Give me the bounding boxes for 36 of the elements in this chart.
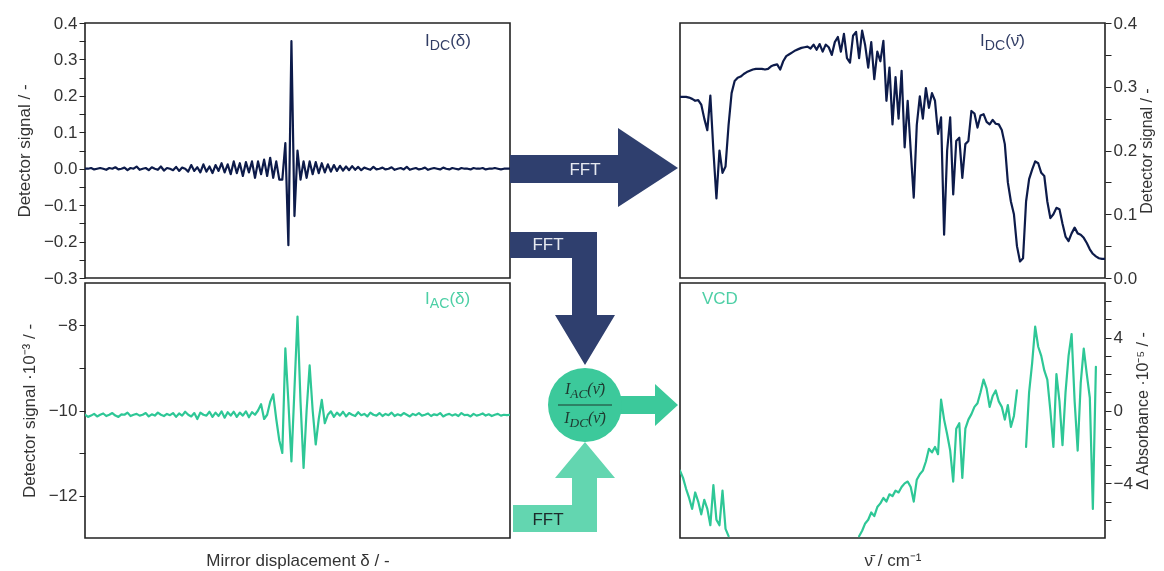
y-tick-label: 0.4 — [1113, 13, 1138, 33]
x-axis-title: Mirror displacement δ / - — [206, 550, 390, 570]
y-axis-title: Detector signal ·10⁻³ / - — [19, 323, 39, 499]
y-tick-label: 0.3 — [53, 49, 78, 69]
y-tick-label: 4 — [1113, 328, 1123, 348]
text: FFT — [532, 235, 564, 255]
y-tick-label: −4 — [1113, 473, 1133, 493]
y-tick-label: 0.2 — [1113, 141, 1138, 160]
text: I$_{DC}$(ν̄) — [564, 408, 606, 432]
y-tick-label: 0.4 — [53, 13, 78, 33]
y-tick-label: 0.0 — [1113, 268, 1138, 288]
y-tick-label: 0.1 — [1113, 204, 1138, 224]
y-tick-label: −8 — [58, 316, 78, 335]
y-axis-title: Detector signal / - — [14, 84, 34, 218]
y-tick-label: −12 — [48, 486, 78, 505]
y-tick-label: −0.1 — [43, 195, 78, 215]
text: FFT — [569, 160, 601, 180]
y-tick-label: 0.2 — [53, 86, 78, 106]
y-tick-label: 0.3 — [1113, 77, 1138, 97]
annotation: VCD — [702, 289, 738, 309]
annotation: I$_{DC}$(δ) — [425, 31, 471, 54]
y-tick-label: −10 — [48, 401, 78, 420]
line-series — [85, 315, 510, 469]
text: I$_{AC}$(ν̄) — [564, 379, 606, 403]
y-tick-label: −0.2 — [43, 232, 78, 252]
annotation: I$_{DC}$(ν̄) — [980, 31, 1026, 54]
y-axis-title: Detector signal / - — [1138, 88, 1156, 214]
text: FFT — [532, 510, 564, 530]
y-axis-title: Δ Absorbance ·10⁻⁵ / - — [1133, 332, 1151, 490]
y-tick-label: 0.1 — [53, 122, 78, 142]
x-axis-title: ν̄ / cm⁻¹ — [864, 550, 922, 570]
line-series — [680, 29, 1105, 263]
annotation: I$_{AC}$(δ) — [425, 289, 471, 312]
y-tick-label: −0.3 — [43, 268, 78, 288]
y-tick-label: 0.0 — [53, 159, 78, 179]
y-tick-label: 0 — [1113, 401, 1123, 420]
